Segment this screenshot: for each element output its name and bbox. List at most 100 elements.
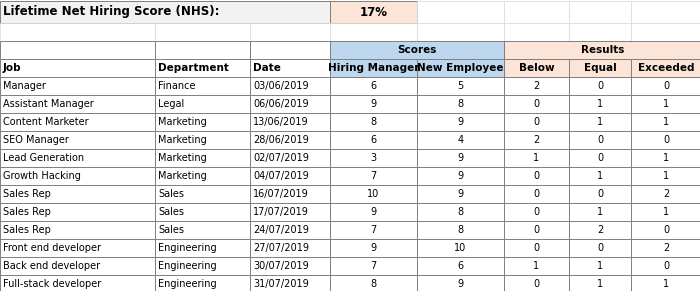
Text: Manager: Manager: [3, 81, 46, 91]
Bar: [631, 77, 700, 95]
Text: Assistant Manager: Assistant Manager: [3, 99, 94, 109]
Text: Sales Rep: Sales Rep: [3, 207, 51, 217]
Bar: [631, 1, 700, 23]
Bar: [631, 203, 700, 221]
Bar: [0, 1, 330, 23]
Text: 17/07/2019: 17/07/2019: [253, 207, 309, 217]
Bar: [569, 221, 631, 239]
Bar: [155, 257, 250, 275]
Bar: [569, 113, 631, 131]
Text: Results: Results: [581, 45, 624, 55]
Text: Legal: Legal: [158, 99, 184, 109]
Bar: [631, 257, 700, 275]
Bar: [0, 59, 155, 77]
Bar: [417, 23, 504, 41]
Text: 0: 0: [663, 81, 669, 91]
Bar: [155, 185, 250, 203]
Bar: [250, 275, 330, 291]
Text: 0: 0: [533, 117, 540, 127]
Bar: [569, 167, 631, 185]
Bar: [504, 221, 569, 239]
Bar: [250, 149, 330, 167]
Bar: [0, 239, 155, 257]
Bar: [631, 131, 700, 149]
Text: 0: 0: [533, 279, 540, 289]
Text: 7: 7: [370, 171, 377, 181]
Bar: [155, 221, 250, 239]
Bar: [417, 95, 504, 113]
Bar: [330, 203, 417, 221]
Bar: [631, 95, 700, 113]
Bar: [0, 275, 155, 291]
Bar: [569, 203, 631, 221]
Text: 9: 9: [457, 279, 463, 289]
Text: 1: 1: [597, 261, 603, 271]
Bar: [504, 77, 569, 95]
Text: 9: 9: [457, 153, 463, 163]
Text: Sales: Sales: [158, 189, 184, 199]
Text: Marketing: Marketing: [158, 135, 206, 145]
Bar: [504, 1, 569, 23]
Bar: [0, 77, 155, 95]
Bar: [504, 275, 569, 291]
Bar: [0, 167, 155, 185]
Text: Hiring Manager: Hiring Manager: [328, 63, 419, 73]
Bar: [417, 1, 504, 23]
Text: 9: 9: [370, 207, 377, 217]
Bar: [504, 167, 569, 185]
Bar: [631, 185, 700, 203]
Bar: [417, 131, 504, 149]
Bar: [330, 95, 417, 113]
Text: Date: Date: [253, 63, 281, 73]
Text: Marketing: Marketing: [158, 171, 206, 181]
Text: 8: 8: [370, 117, 377, 127]
Text: 1: 1: [663, 99, 669, 109]
Bar: [250, 239, 330, 257]
Text: 2: 2: [663, 243, 669, 253]
Text: 9: 9: [457, 189, 463, 199]
Text: 0: 0: [533, 99, 540, 109]
Text: 6: 6: [370, 81, 377, 91]
Bar: [417, 59, 504, 77]
Text: 6: 6: [457, 261, 463, 271]
Bar: [417, 275, 504, 291]
Bar: [504, 95, 569, 113]
Bar: [155, 167, 250, 185]
Bar: [631, 275, 700, 291]
Bar: [330, 1, 417, 23]
Text: 16/07/2019: 16/07/2019: [253, 189, 309, 199]
Text: 3: 3: [370, 153, 377, 163]
Bar: [417, 113, 504, 131]
Bar: [155, 95, 250, 113]
Text: 8: 8: [457, 225, 463, 235]
Text: 1: 1: [597, 99, 603, 109]
Text: 30/07/2019: 30/07/2019: [253, 261, 309, 271]
Bar: [417, 239, 504, 257]
Bar: [417, 149, 504, 167]
Bar: [0, 257, 155, 275]
Bar: [250, 203, 330, 221]
Bar: [155, 239, 250, 257]
Bar: [0, 131, 155, 149]
Text: 8: 8: [370, 279, 377, 289]
Bar: [504, 149, 569, 167]
Text: 1: 1: [533, 261, 540, 271]
Bar: [250, 167, 330, 185]
Text: SEO Manager: SEO Manager: [3, 135, 69, 145]
Bar: [250, 257, 330, 275]
Bar: [0, 203, 155, 221]
Bar: [569, 149, 631, 167]
Bar: [330, 275, 417, 291]
Text: 1: 1: [663, 171, 669, 181]
Bar: [330, 131, 417, 149]
Text: Sales: Sales: [158, 225, 184, 235]
Bar: [631, 149, 700, 167]
Bar: [0, 113, 155, 131]
Text: Marketing: Marketing: [158, 117, 206, 127]
Bar: [569, 95, 631, 113]
Bar: [155, 275, 250, 291]
Text: 03/06/2019: 03/06/2019: [253, 81, 309, 91]
Bar: [417, 77, 504, 95]
Bar: [504, 113, 569, 131]
Text: Lead Generation: Lead Generation: [3, 153, 84, 163]
